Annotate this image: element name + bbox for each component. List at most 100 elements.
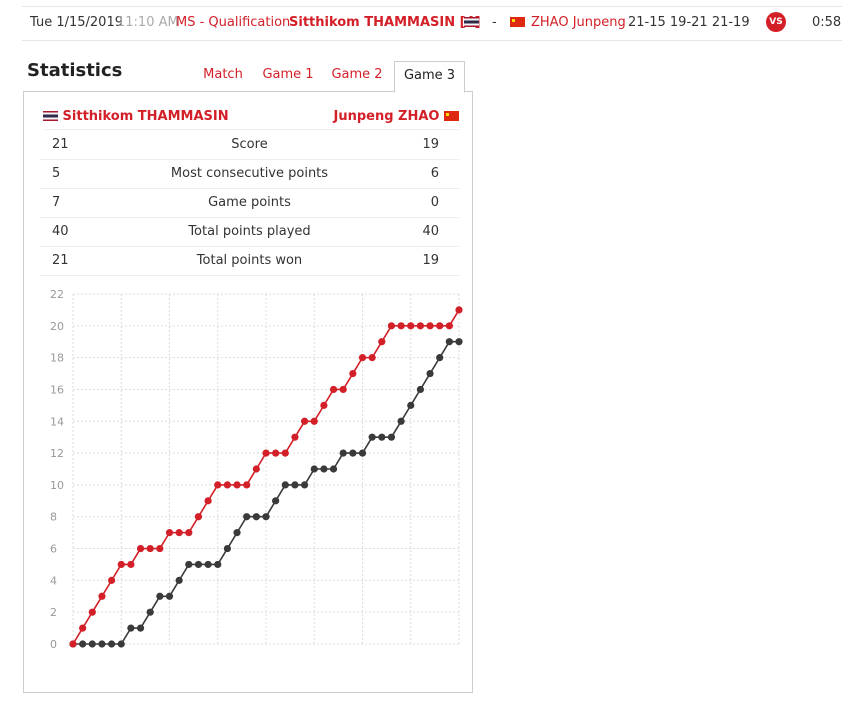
data-point xyxy=(349,369,357,378)
player-names-row: Sitthikom THAMMASIN Junpeng ZHAO xyxy=(43,107,459,130)
data-point xyxy=(156,544,164,553)
data-point xyxy=(368,354,376,362)
data-point xyxy=(194,560,203,569)
stat-row-game-points: 7 Game points 0 xyxy=(40,188,459,218)
data-point xyxy=(243,513,251,521)
data-point xyxy=(136,624,145,632)
data-point xyxy=(127,624,135,632)
data-point xyxy=(455,338,463,346)
data-point xyxy=(387,433,396,441)
y-tick-label: 20 xyxy=(50,320,64,333)
data-point xyxy=(407,322,415,330)
data-point xyxy=(88,608,96,616)
data-point xyxy=(146,608,154,616)
data-point xyxy=(291,433,299,441)
player2-link[interactable]: ZHAO Junpeng xyxy=(531,15,626,30)
y-tick-label: 22 xyxy=(50,288,64,301)
player1-link[interactable]: Sitthikom THAMMASIN [4] xyxy=(289,15,481,30)
tab-game-1[interactable]: Game 1 xyxy=(262,67,314,82)
separator-dash: - xyxy=(492,15,497,30)
data-point xyxy=(445,322,453,330)
statistics-heading: Statistics xyxy=(27,60,123,81)
event-name[interactable]: MS - Qualification xyxy=(176,15,291,30)
data-point xyxy=(108,640,116,648)
stat-row-score: 21 Score 19 xyxy=(40,130,459,160)
stat-row-points-won: 21 Total points won 19 xyxy=(40,246,459,276)
game-scores: 21-15 19-21 21-19 xyxy=(628,15,750,30)
data-point xyxy=(426,369,434,378)
data-point xyxy=(262,449,270,457)
data-point xyxy=(194,513,203,521)
data-point xyxy=(339,449,347,457)
data-point xyxy=(358,354,367,362)
tab-game-3[interactable]: Game 3 xyxy=(394,61,465,93)
data-point xyxy=(387,322,396,330)
data-point xyxy=(223,544,231,553)
data-point xyxy=(117,640,125,648)
data-point xyxy=(165,529,174,537)
data-point xyxy=(320,465,328,473)
data-point xyxy=(301,417,309,425)
data-point xyxy=(436,322,444,330)
data-point xyxy=(445,338,453,346)
data-point xyxy=(79,624,87,632)
data-point xyxy=(397,417,405,425)
y-tick-label: 12 xyxy=(50,447,64,460)
y-tick-label: 8 xyxy=(50,511,57,524)
data-point xyxy=(156,592,164,600)
data-point xyxy=(204,560,212,569)
data-point xyxy=(127,560,135,569)
thailand-flag-icon xyxy=(464,15,479,30)
data-point xyxy=(416,385,424,394)
data-point xyxy=(214,560,222,569)
data-point xyxy=(320,401,328,409)
data-point xyxy=(88,640,96,648)
tab-game-2[interactable]: Game 2 xyxy=(331,67,383,82)
data-point xyxy=(291,481,299,489)
data-point xyxy=(165,592,174,600)
tab-match[interactable]: Match xyxy=(203,67,243,82)
china-flag-icon xyxy=(444,111,459,121)
data-point xyxy=(69,640,77,648)
data-point xyxy=(233,529,241,537)
data-point xyxy=(252,513,260,521)
data-point xyxy=(339,385,347,394)
match-date: Tue 1/15/2019 xyxy=(30,15,123,30)
data-point xyxy=(98,592,106,600)
data-point xyxy=(98,640,106,648)
data-point xyxy=(378,338,386,346)
china-flag-icon xyxy=(510,15,525,30)
data-point xyxy=(223,481,231,489)
data-point xyxy=(329,465,338,473)
y-tick-label: 16 xyxy=(50,383,64,396)
data-point xyxy=(436,354,444,362)
y-tick-label: 2 xyxy=(50,606,57,619)
match-header-row[interactable]: Tue 1/15/2019 11:10 AM MS - Qualificatio… xyxy=(22,6,842,41)
data-point xyxy=(272,497,280,505)
vs-badge-icon[interactable]: VS xyxy=(766,12,786,32)
data-point xyxy=(175,529,183,537)
data-point xyxy=(243,481,251,489)
y-tick-label: 10 xyxy=(50,479,64,492)
data-point xyxy=(272,449,280,457)
data-point xyxy=(416,322,424,330)
data-point xyxy=(426,322,434,330)
data-point xyxy=(397,322,405,330)
match-time: 11:10 AM xyxy=(117,15,179,30)
y-tick-label: 6 xyxy=(50,543,57,556)
data-point xyxy=(252,465,260,473)
data-point xyxy=(349,449,357,457)
data-point xyxy=(329,385,338,394)
data-point xyxy=(108,576,116,584)
thailand-flag-icon xyxy=(43,111,58,121)
data-point xyxy=(262,513,270,521)
data-point xyxy=(233,481,241,489)
data-point xyxy=(214,481,222,489)
match-duration: 0:58 xyxy=(812,15,842,30)
data-point xyxy=(310,417,318,425)
y-tick-label: 18 xyxy=(50,352,64,365)
data-point xyxy=(136,544,145,553)
statistics-panel xyxy=(23,91,473,693)
data-point xyxy=(310,465,318,473)
